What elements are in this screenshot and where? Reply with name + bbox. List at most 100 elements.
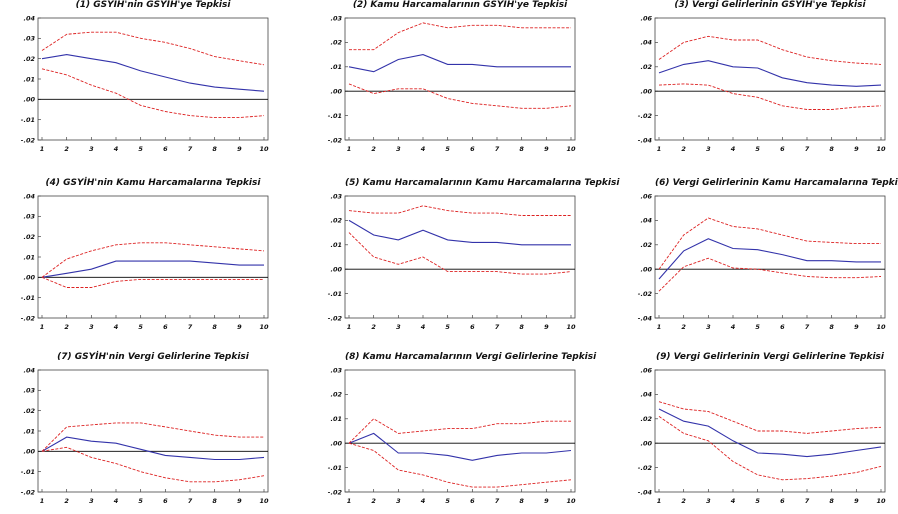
x-tick-label: 7 [805, 145, 810, 153]
chart-panel: (5) Kamu Harcamalarının Kamu Harcamaları… [325, 178, 580, 336]
y-tick-label: .04 [23, 192, 35, 200]
x-tick-label: 9 [854, 145, 859, 153]
y-tick-label: .01 [23, 427, 35, 435]
confidence-band-lower [42, 69, 264, 118]
plot-frame [345, 196, 575, 318]
y-tick-label: .00 [640, 266, 652, 274]
x-tick-label: 7 [188, 145, 193, 153]
chart-svg: .04 .03 .02 .01 .00 -.01 -.02 1 2 3 4 5 6 7 8 9 10 [18, 0, 273, 158]
y-tick-label: .00 [330, 440, 342, 448]
y-tick-label: .01 [330, 415, 342, 423]
chart-panel: (1) GSYİH'nin GSYİH'ye Tepkisi .04 .03 .02.… [18, 0, 273, 158]
confidence-band-upper [659, 36, 881, 64]
x-tick-label: 9 [237, 323, 242, 331]
x-tick-label: 7 [805, 497, 810, 505]
response-line [659, 61, 881, 87]
x-tick-label: 7 [805, 323, 810, 331]
x-tick-label: 10 [876, 145, 886, 153]
x-tick-label: 2 [371, 497, 376, 505]
y-tick-label: -.02 [638, 112, 653, 120]
x-tick-label: 2 [64, 497, 69, 505]
y-tick-label: .02 [640, 63, 652, 71]
y-tick-label: .03 [23, 387, 35, 395]
x-tick-label: 5 [445, 145, 450, 153]
x-tick-label: 10 [259, 145, 269, 153]
x-tick-label: 7 [495, 145, 500, 153]
x-tick-label: 3 [396, 145, 401, 153]
x-tick-label: 2 [371, 145, 376, 153]
x-tick-label: 9 [544, 323, 549, 331]
response-line [659, 409, 881, 457]
confidence-band-lower [349, 443, 571, 487]
response-line [349, 55, 571, 72]
x-tick-label: 8 [212, 145, 217, 153]
y-tick-label: -.01 [21, 294, 35, 302]
y-tick-label: .04 [23, 366, 35, 374]
x-tick-label: 3 [706, 497, 711, 505]
x-tick-label: 8 [829, 145, 834, 153]
confidence-band-upper [42, 423, 264, 451]
x-tick-label: 10 [566, 323, 576, 331]
plot-frame [345, 18, 575, 140]
x-tick-label: 10 [876, 497, 886, 505]
chart-panel: (3) Vergi Gelirlerinin GSYİH'ye Tepkisi.… [635, 0, 890, 158]
y-tick-label: .06 [640, 192, 652, 200]
x-tick-label: 1 [347, 145, 352, 153]
x-tick-label: 3 [89, 497, 94, 505]
x-tick-label: 3 [89, 323, 94, 331]
x-tick-label: 2 [681, 497, 686, 505]
confidence-band-lower [659, 258, 881, 291]
plot-frame [38, 370, 268, 492]
y-tick-label: -.01 [21, 468, 35, 476]
x-tick-label: 8 [829, 323, 834, 331]
response-line [349, 433, 571, 460]
x-tick-label: 10 [566, 497, 576, 505]
x-tick-label: 6 [470, 323, 475, 331]
x-tick-label: 4 [731, 145, 736, 153]
y-tick-label: -.01 [328, 464, 342, 472]
x-tick-label: 4 [421, 497, 426, 505]
confidence-band-upper [349, 23, 571, 50]
y-tick-label: .02 [23, 407, 35, 415]
y-tick-label: .01 [330, 241, 342, 249]
y-tick-label: .03 [23, 213, 35, 221]
x-tick-label: 6 [163, 497, 168, 505]
x-tick-label: 6 [780, 323, 785, 331]
x-tick-label: 1 [347, 497, 352, 505]
response-line [659, 239, 881, 279]
x-tick-label: 4 [114, 323, 119, 331]
x-tick-label: 6 [470, 145, 475, 153]
x-tick-label: 8 [519, 145, 524, 153]
chart-panel: (2) Kamu Harcamalarının GSYİH'ye Tepkisi… [325, 0, 580, 158]
x-tick-label: 2 [64, 323, 69, 331]
chart-svg: .04 .03 .02 .01 .00 -.01 -.02 1 2 3 4 5 6 7 8 9 10 [18, 352, 273, 510]
x-tick-label: 4 [421, 323, 426, 331]
y-tick-label: -.04 [638, 136, 653, 144]
y-tick-label: .01 [23, 75, 35, 83]
x-tick-label: 1 [657, 497, 662, 505]
y-tick-label: .00 [23, 448, 35, 456]
y-tick-label: -.02 [21, 136, 36, 144]
y-tick-label: .01 [330, 63, 342, 71]
chart-panel: (7) GSYİH'nin Vergi Gelirlerine Tepkisi.… [18, 352, 273, 510]
y-tick-label: .00 [330, 88, 342, 96]
x-tick-label: 2 [64, 145, 69, 153]
y-tick-label: -.02 [328, 136, 343, 144]
y-tick-label: -.04 [638, 314, 653, 322]
response-line [349, 220, 571, 244]
x-tick-label: 5 [445, 497, 450, 505]
x-tick-label: 8 [829, 497, 834, 505]
x-tick-label: 5 [755, 145, 760, 153]
y-tick-label: .04 [23, 14, 35, 22]
plot-frame [345, 370, 575, 492]
x-tick-label: 7 [188, 497, 193, 505]
x-tick-label: 8 [212, 497, 217, 505]
y-tick-label: .02 [640, 415, 652, 423]
x-tick-label: 10 [259, 323, 269, 331]
confidence-band-upper [659, 402, 881, 434]
y-tick-label: .00 [640, 88, 652, 96]
x-tick-label: 3 [396, 497, 401, 505]
x-tick-label: 3 [396, 323, 401, 331]
x-tick-label: 1 [657, 323, 662, 331]
